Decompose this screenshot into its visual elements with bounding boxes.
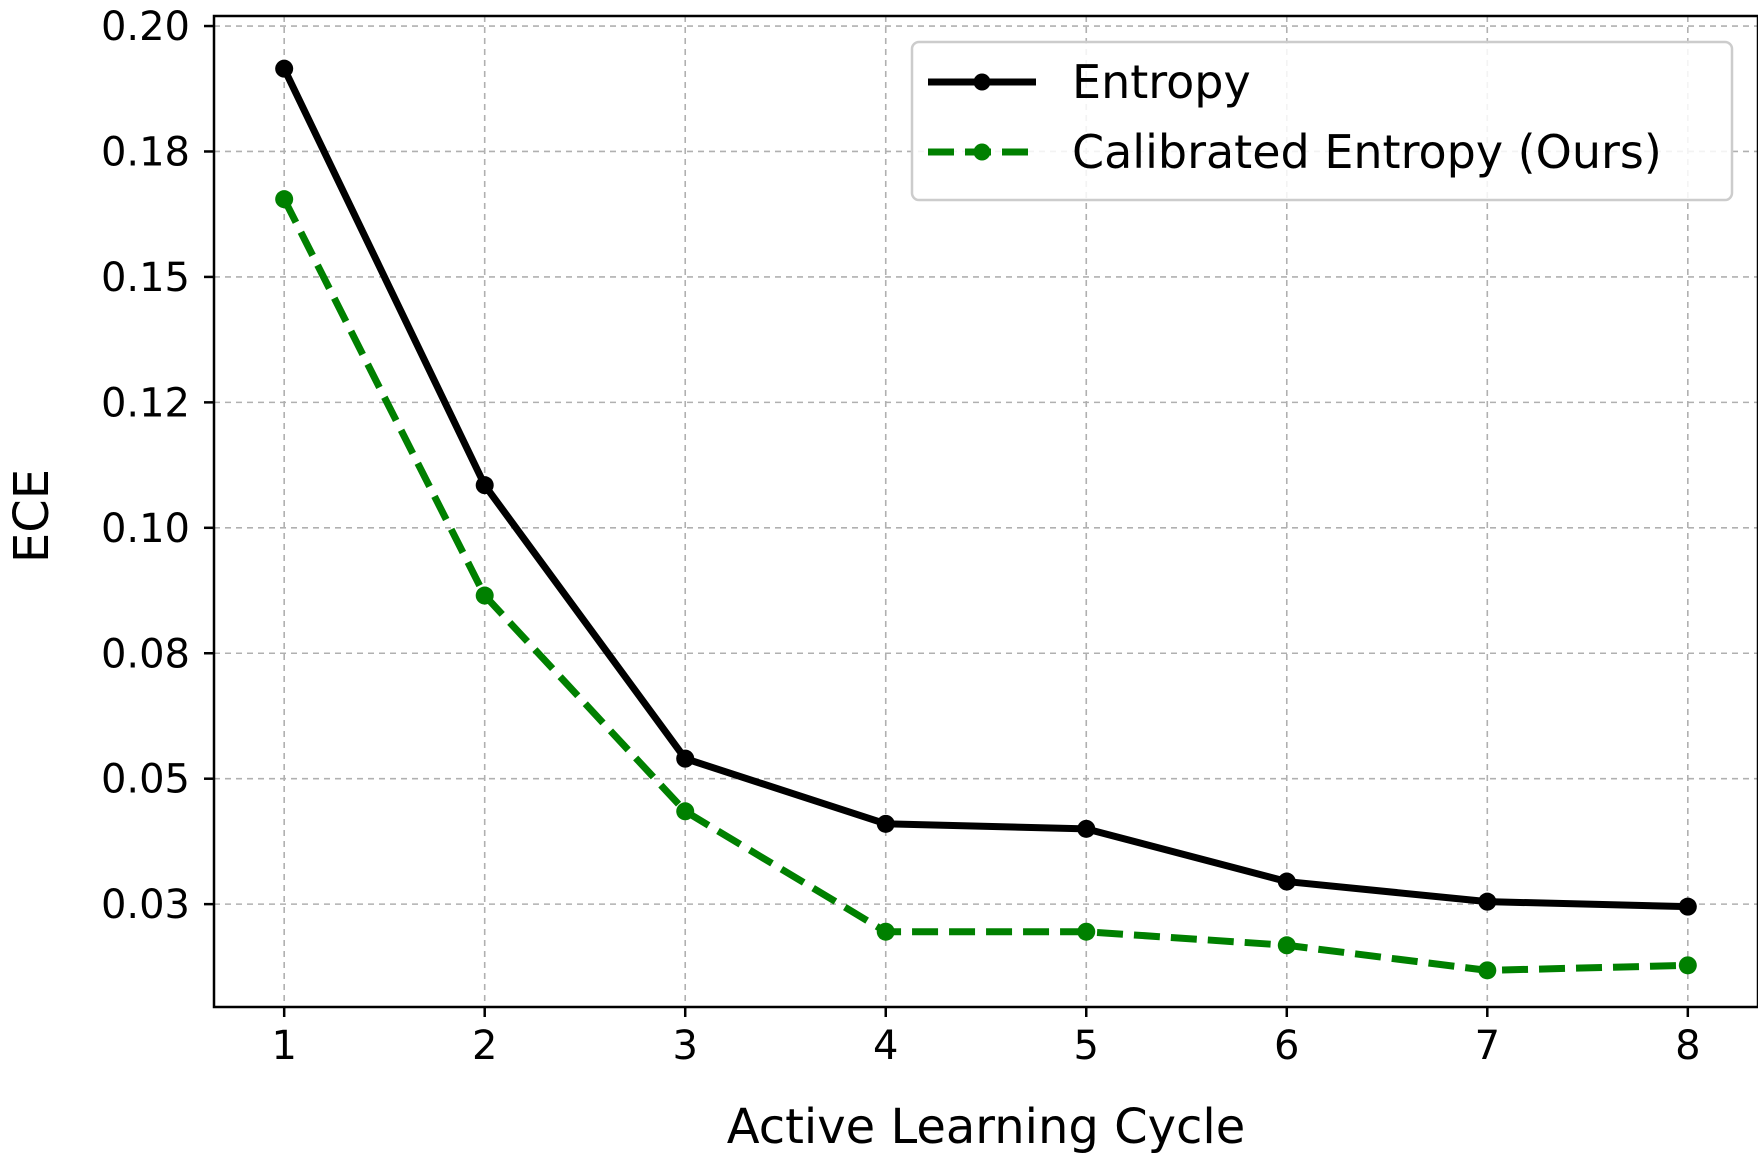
series-line-entropy — [281, 67, 1688, 911]
data-point-calibrated-entropy — [475, 586, 494, 605]
x-tick-label: 5 — [1074, 1023, 1099, 1069]
x-tick-label: 6 — [1274, 1023, 1299, 1069]
data-point-entropy — [1478, 892, 1497, 911]
y-tick-label: 0.10 — [101, 506, 190, 552]
series-line-calibrated-entropy — [281, 197, 1688, 974]
x-tick-label: 7 — [1475, 1023, 1500, 1069]
y-tick-label: 0.05 — [101, 757, 190, 803]
legend-entropy-marker — [973, 73, 991, 91]
data-point-entropy — [876, 814, 895, 833]
data-point-calibrated-entropy — [1077, 922, 1096, 941]
legend-calibrated-marker — [973, 143, 991, 161]
x-tick-label: 8 — [1675, 1023, 1700, 1069]
legend: Entropy Calibrated Entropy (Ours) — [910, 40, 1734, 202]
data-point-entropy — [1678, 897, 1697, 916]
legend-entropy-label: Entropy — [1072, 55, 1251, 109]
y-tick-label: 0.18 — [101, 129, 190, 175]
data-point-calibrated-entropy — [1678, 956, 1697, 975]
y-tick-label: 0.20 — [101, 4, 190, 50]
y-tick-label: 0.15 — [101, 255, 190, 301]
series-layer — [275, 59, 1697, 980]
plot-frame — [212, 14, 1758, 1009]
y-tick-label: 0.03 — [101, 882, 190, 928]
x-tick-label: 2 — [472, 1023, 497, 1069]
data-point-entropy — [676, 749, 695, 768]
data-point-calibrated-entropy — [1277, 936, 1296, 955]
x-axis-label: Active Learning Cycle — [727, 1099, 1246, 1155]
data-point-calibrated-entropy — [275, 190, 294, 209]
y-axis-label: ECE — [4, 469, 60, 563]
data-point-entropy — [1077, 819, 1096, 838]
x-tick-label: 1 — [271, 1023, 296, 1069]
data-point-entropy — [1277, 872, 1296, 891]
data-point-calibrated-entropy — [876, 922, 895, 941]
data-point-entropy — [475, 476, 494, 495]
data-point-calibrated-entropy — [1478, 961, 1497, 980]
data-point-entropy — [275, 59, 294, 78]
x-tick-label: 3 — [672, 1023, 697, 1069]
axis-ticks: 1 2 3 4 5 6 7 8 0.03 0.05 0.08 0.10 0.12 0.15 0.18 0.20 — [101, 4, 1701, 1069]
legend-box — [910, 40, 1734, 202]
legend-calibrated-label: Calibrated Entropy (Ours) — [1072, 125, 1662, 179]
x-tick-label: 4 — [873, 1023, 898, 1069]
data-point-calibrated-entropy — [676, 802, 695, 821]
y-tick-label: 0.12 — [101, 380, 190, 426]
y-tick-label: 0.08 — [101, 631, 190, 677]
